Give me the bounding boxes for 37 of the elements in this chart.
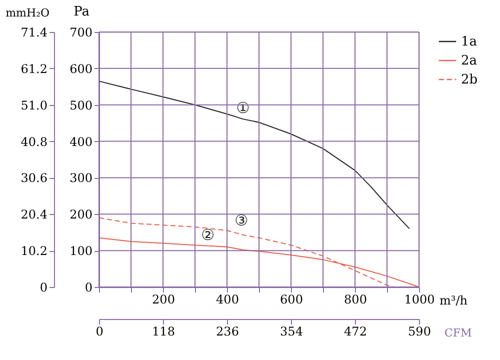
y-tick-label: 300 xyxy=(70,171,92,186)
x2-tick-label: 236 xyxy=(216,324,239,338)
legend-label: 2b xyxy=(461,72,478,88)
line-series xyxy=(98,80,410,230)
legend-label: 2a xyxy=(461,54,478,68)
y2-tick-label: 51.0 xyxy=(20,98,48,112)
annotation: ③ xyxy=(234,212,248,230)
legend-label: 1a xyxy=(461,34,478,50)
y-tick-label: 600 xyxy=(70,62,92,76)
y-tick-label: 200 xyxy=(70,208,92,222)
y2-tick-label: 40.8 xyxy=(20,134,48,149)
x2-axis-title: CFM xyxy=(444,326,472,340)
y2-tick-label: 61.2 xyxy=(20,62,48,76)
x2-tick-label: 118 xyxy=(152,324,175,338)
x-tick-label: 600 xyxy=(280,292,303,306)
y2-tick-label: 0 xyxy=(40,280,48,294)
y-tick-label: 400 xyxy=(70,134,92,149)
x-tick-label: 400 xyxy=(216,292,239,306)
x-tick-label: 800 xyxy=(344,292,367,306)
x-axis-title: m³/h xyxy=(440,294,468,308)
y2-axis-title: mmH₂O xyxy=(6,6,50,20)
y-axis-title: Pa xyxy=(74,4,90,20)
y-tick-label: 0 xyxy=(84,280,92,294)
x2-tick-label: 590 xyxy=(408,324,431,338)
y2-tick-label: 71.4 xyxy=(20,26,48,40)
x2-tick-label: 0 xyxy=(96,324,104,338)
y2-tick-label: 20.4 xyxy=(20,208,48,222)
x-tick-label: 1000 xyxy=(404,292,435,306)
annotation: ② xyxy=(201,226,215,244)
x-tick-label: 200 xyxy=(152,292,175,306)
y-tick-label: 100 xyxy=(70,244,92,258)
y2-tick-label: 30.6 xyxy=(20,171,48,186)
y2-tick-label: 10.2 xyxy=(20,244,48,258)
y-tick-label: 700 xyxy=(70,26,92,40)
y-tick-label: 500 xyxy=(70,98,92,112)
x2-tick-label: 472 xyxy=(344,324,367,338)
x2-tick-label: 354 xyxy=(280,324,304,338)
